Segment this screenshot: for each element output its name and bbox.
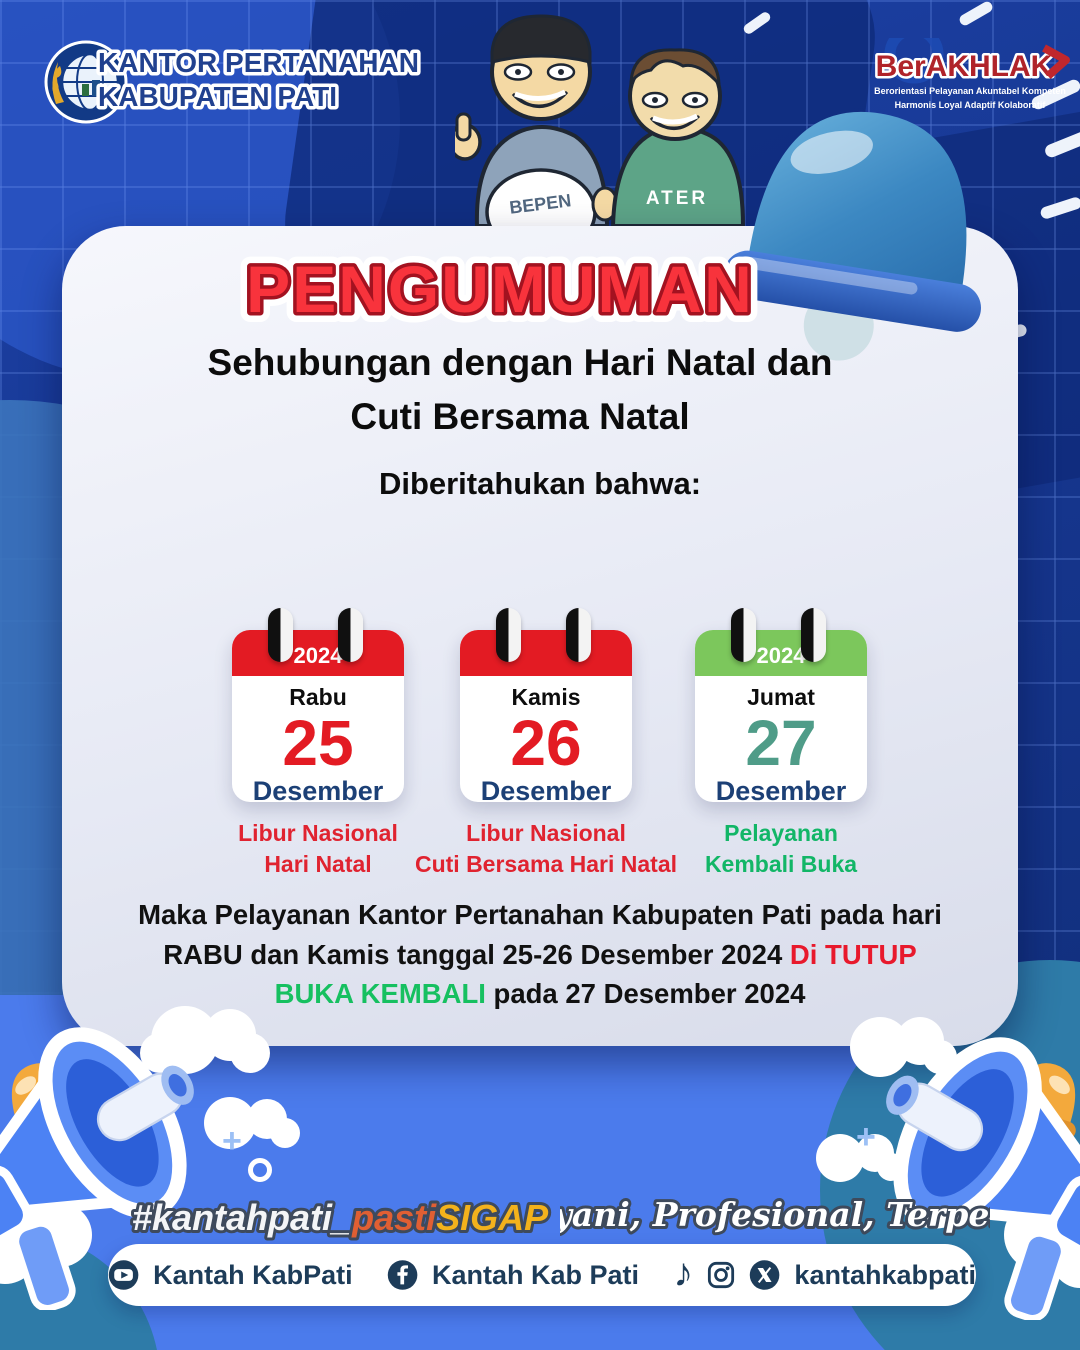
berakhlak-title: BerAKHLAK bbox=[876, 50, 1053, 83]
binder-ring-icon bbox=[566, 608, 591, 662]
bpn-logo bbox=[44, 40, 128, 124]
open-highlight: BUKA KEMBALI bbox=[274, 978, 486, 1009]
cloud bbox=[850, 1017, 957, 1077]
calendar-note-line2: Hari Natal bbox=[264, 851, 372, 878]
office-name-line2: KABUPATEN PATI bbox=[98, 81, 337, 112]
closed-highlight: Di TUTUP bbox=[789, 938, 917, 970]
calendar-card-dec25: 2024 Rabu 25 Desember bbox=[232, 608, 404, 806]
megaphone-icon bbox=[886, 1037, 1080, 1320]
closing-line1-text: Maka Pelayanan Kantor Pertanahan Kabupat… bbox=[138, 899, 942, 970]
instagram-icon bbox=[708, 1261, 735, 1289]
facebook-icon bbox=[387, 1260, 418, 1290]
calendar-day: Jumat bbox=[747, 684, 815, 710]
calendar-date: 27 bbox=[745, 707, 817, 779]
calendar-date: 26 bbox=[510, 707, 582, 779]
megaphone-icon bbox=[0, 1027, 194, 1310]
hashtag-part2: pasti bbox=[351, 1197, 437, 1238]
closing-line1: Maka Pelayanan Kantor Pertanahan Kabupat… bbox=[130, 895, 950, 975]
cloud bbox=[140, 1006, 270, 1074]
page-title-halo: PENGUMUMAN bbox=[246, 252, 754, 326]
binder-ring-icon bbox=[496, 608, 521, 662]
berakhlak-logo: BerAKHLAK Berorientasi Pelayanan Akuntab… bbox=[873, 38, 1070, 110]
bell-icon bbox=[723, 112, 981, 361]
binder-ring-icon bbox=[731, 608, 756, 662]
calendar-note-line1: Libur Nasional bbox=[238, 820, 398, 846]
social-handle-label: kantahkabpati bbox=[794, 1259, 976, 1290]
berakhlak-subtitle1: Berorientasi Pelayanan Akuntabel Kompete… bbox=[874, 86, 1066, 96]
calendar-day: Rabu bbox=[289, 684, 347, 710]
calendar-year: 2024 bbox=[293, 643, 343, 668]
tagline: Melayani, Profesional, Terpercaya bbox=[560, 1192, 990, 1237]
calendar-card-dec26: Kamis 26 Desember bbox=[460, 608, 632, 806]
closing-line2-text: pada 27 Desember 2024 bbox=[493, 978, 806, 1009]
decor-ring bbox=[826, 1152, 850, 1176]
calendar-body: Kamis 26 Desember bbox=[460, 684, 632, 807]
berakhlak-subtitle2: Harmonis Loyal Adaptif Kolaboratif bbox=[895, 100, 1047, 110]
calendar-note: Libur Nasional Cuti Bersama Hari Natal bbox=[415, 818, 677, 880]
binder-ring-icon bbox=[338, 608, 363, 662]
mascot-right: ATER bbox=[610, 48, 746, 226]
tiktok-icon: ♪ bbox=[673, 1251, 694, 1295]
announcement-subtitle: Sehubungan dengan Hari Natal dan Cuti Be… bbox=[207, 342, 833, 437]
hashtag-part3: SIGAP bbox=[436, 1197, 549, 1238]
calendar-note-line1: Pelayanan bbox=[724, 820, 838, 846]
decor-ring bbox=[248, 1158, 272, 1182]
mascot-right-shirt-text: ATER bbox=[646, 188, 708, 209]
title-block: PENGUMUMAN PENGUMUMAN bbox=[236, 242, 762, 336]
calendar-header bbox=[460, 630, 632, 676]
calendar-body: Jumat 27 Desember bbox=[695, 684, 867, 807]
calendar-month: Desember bbox=[715, 776, 847, 807]
calendar-note-line2: Cuti Bersama Hari Natal bbox=[414, 851, 678, 878]
closing-line2: BUKA KEMBALI pada 27 Desember 2024 bbox=[130, 978, 950, 1010]
berakhlak-swoosh bbox=[884, 38, 944, 84]
calendar-header: 2024 bbox=[232, 630, 404, 676]
calendar-year: 2024 bbox=[756, 643, 806, 668]
decor-plus: + bbox=[222, 1122, 242, 1160]
page-title: PENGUMUMAN bbox=[246, 252, 754, 326]
hashtag: #kantahpati_pastiSIGAP bbox=[129, 1194, 552, 1241]
office-name-line1: KANTOR PERTANAHAN bbox=[98, 47, 419, 78]
binder-ring-icon bbox=[268, 608, 293, 662]
x-icon bbox=[750, 1260, 780, 1290]
mascot-characters: BEPEN ATER bbox=[455, 14, 746, 226]
social-bar: Kantah KabPati Kantah Kab Pati ♪ kantahk… bbox=[108, 1244, 976, 1306]
calendar-month: Desember bbox=[480, 776, 612, 807]
hashtag-part1: #kantahpati_ bbox=[132, 1197, 352, 1238]
youtube-label: Kantah KabPati bbox=[153, 1259, 353, 1290]
mascot-left: BEPEN bbox=[455, 14, 619, 226]
berakhlak-arrow-icon bbox=[1042, 44, 1070, 79]
calendar-card-dec27: 2024 Jumat 27 Desember bbox=[695, 608, 867, 806]
calendar-date: 25 bbox=[282, 707, 354, 779]
calendar-note-line2: Kembali Buka bbox=[704, 851, 858, 878]
announcement-intro: Diberitahukan bahwa: bbox=[378, 466, 702, 501]
cloud bbox=[204, 1097, 300, 1149]
calendar-note-line1: Libur Nasional bbox=[466, 820, 626, 846]
decor-plus: + bbox=[856, 1118, 876, 1156]
calendar-body: Rabu 25 Desember bbox=[232, 684, 404, 807]
office-name: KANTOR PERTANAHAN KABUPATEN PATI bbox=[95, 44, 423, 116]
youtube-icon bbox=[108, 1260, 139, 1290]
calendar-note: Libur Nasional Hari Natal bbox=[238, 818, 398, 880]
facebook-label: Kantah Kab Pati bbox=[432, 1259, 640, 1290]
calendar-month: Desember bbox=[252, 776, 384, 807]
calendar-day: Kamis bbox=[511, 684, 581, 710]
tagline-text: Melayani, Profesional, Terpercaya bbox=[560, 1195, 990, 1234]
calendar-header: 2024 bbox=[695, 630, 867, 676]
svg-text:#kantahpati_pastiSIGAP: #kantahpati_pastiSIGAP bbox=[132, 1197, 549, 1238]
binder-ring-icon bbox=[801, 608, 826, 662]
calendar-note: Pelayanan Kembali Buka bbox=[705, 818, 857, 880]
